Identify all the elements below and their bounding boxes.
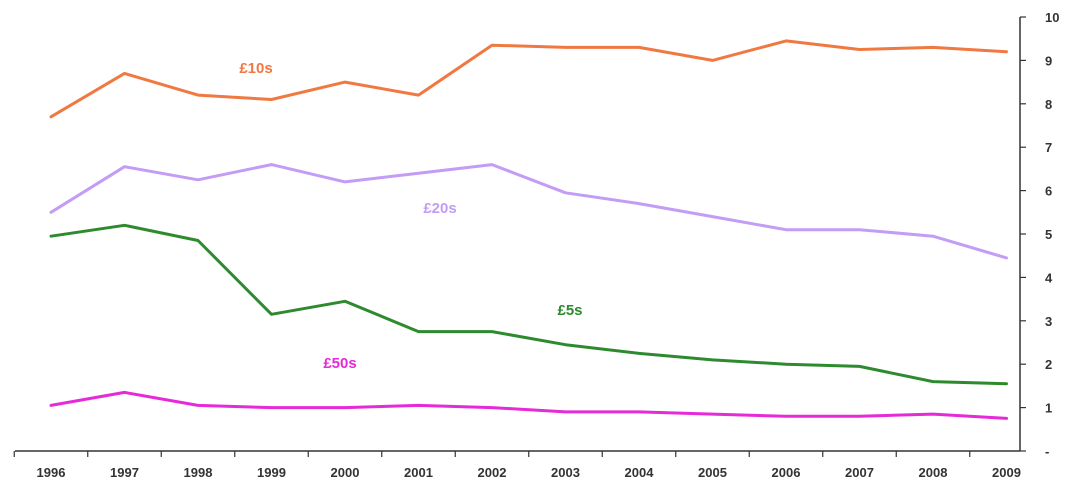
x-tick-label: 1997 [110, 465, 139, 480]
y-tick-label: 8 [1045, 97, 1052, 112]
y-tick-label: 7 [1045, 140, 1052, 155]
y-tick-label: 6 [1045, 184, 1052, 199]
x-tick-label: 2001 [404, 465, 433, 480]
x-axis-ticks: 1996 1997 1998 1999 2000 2001 2002 2003 2004 2005… [13, 451, 1021, 480]
series-line-5s [49, 223, 1008, 386]
x-tick-label: 2009 [992, 465, 1021, 480]
y-tick-label: 5 [1045, 227, 1052, 242]
y-tick-label: 1 [1045, 401, 1052, 416]
x-tick-label: 1996 [37, 465, 66, 480]
series-label-10s: £10s [239, 60, 272, 77]
series-line-20s [49, 163, 1008, 260]
x-tick-label: 2004 [625, 465, 655, 480]
y-tick-label: 2 [1045, 357, 1052, 372]
y-tick-label: 4 [1045, 270, 1053, 285]
series-line-10s [49, 39, 1008, 119]
x-tick-label: 2005 [698, 465, 727, 480]
x-tick-label: 2000 [331, 465, 360, 480]
series-lines [49, 39, 1008, 420]
series-line-50s [49, 390, 1008, 420]
y-tick-label: 10 [1045, 10, 1059, 25]
series-labels: £10s £20s £5s £50s [239, 60, 582, 372]
series-label-5s: £5s [557, 302, 582, 319]
x-tick-label: 1998 [184, 465, 213, 480]
x-tick-label: 2008 [919, 465, 948, 480]
y-tick-label: 9 [1045, 53, 1052, 68]
y-tick-label: 3 [1045, 314, 1052, 329]
x-tick-label: 2002 [478, 465, 507, 480]
x-tick-label: 2007 [845, 465, 874, 480]
y-axis-ticks: - 1 2 3 4 5 6 7 8 9 10 [1020, 10, 1059, 459]
y-tick-label: - [1045, 444, 1049, 459]
series-label-50s: £50s [323, 355, 356, 372]
x-tick-label: 2003 [551, 465, 580, 480]
x-tick-label: 1999 [257, 465, 286, 480]
series-label-20s: £20s [423, 200, 456, 217]
x-tick-label: 2006 [772, 465, 801, 480]
